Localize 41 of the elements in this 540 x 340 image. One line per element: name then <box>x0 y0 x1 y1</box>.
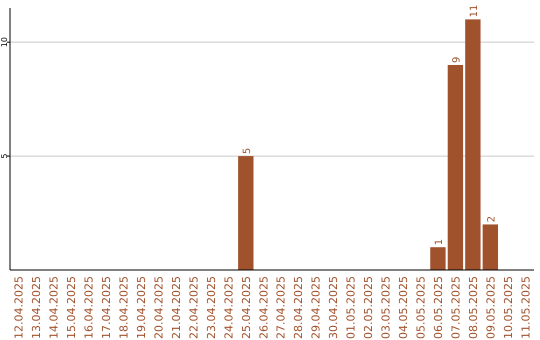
data-label: 5 <box>242 148 253 154</box>
x-tick-label: 09.05.2025 <box>484 276 498 339</box>
data-label: 1 <box>434 238 445 246</box>
x-tick-label: 17.04.2025 <box>100 276 114 339</box>
x-tick-label: 23.04.2025 <box>204 276 218 339</box>
bar <box>465 19 481 270</box>
x-tick-label: 29.04.2025 <box>310 276 323 339</box>
x-tick-label: 14.04.2025 <box>48 276 61 339</box>
x-tick-label: 20.04.2025 <box>152 276 166 339</box>
x-tick-label: 28.04.2025 <box>292 276 306 339</box>
x-tick-label: 27.04.2025 <box>274 276 288 339</box>
bar <box>430 247 446 270</box>
x-tick-label: 22.04.2025 <box>187 276 200 339</box>
x-tick-label: 19.04.2025 <box>135 276 148 339</box>
x-tick-label: 21.04.2025 <box>170 276 183 339</box>
x-tick-label: 15.04.2025 <box>65 276 78 339</box>
x-tick-label: 08.05.2025 <box>466 276 480 339</box>
x-tick-label: 26.04.2025 <box>257 276 270 339</box>
y-tick-label: 10 <box>0 37 9 48</box>
x-tick-label: 07.05.2025 <box>449 276 462 339</box>
x-tick-label: 01.05.2025 <box>344 276 358 339</box>
x-tick-label: 04.05.2025 <box>397 276 410 339</box>
data-label: 11 <box>468 4 480 18</box>
x-tick-label: 16.04.2025 <box>82 276 96 339</box>
x-tick-label: 11.05.2025 <box>519 276 532 339</box>
bar <box>448 64 464 270</box>
x-tick-label: 10.05.2025 <box>502 276 515 339</box>
x-tick-label: 02.05.2025 <box>362 276 376 339</box>
bar <box>482 224 498 270</box>
data-label: 9 <box>451 56 462 63</box>
x-tick-label: 12.04.2025 <box>12 276 26 339</box>
x-tick-label: 06.05.2025 <box>432 276 445 339</box>
x-tick-label: 18.04.2025 <box>118 276 131 339</box>
x-tick-label: 05.05.2025 <box>414 276 428 339</box>
x-tick-label: 25.04.2025 <box>240 276 253 339</box>
x-tick-label: 24.04.2025 <box>222 276 236 339</box>
data-label: 2 <box>486 216 498 222</box>
x-tick-label: 30.04.2025 <box>327 276 340 339</box>
x-tick-label: 03.05.2025 <box>380 276 393 339</box>
x-tick-label: 13.04.2025 <box>30 276 44 339</box>
bar <box>238 156 254 270</box>
